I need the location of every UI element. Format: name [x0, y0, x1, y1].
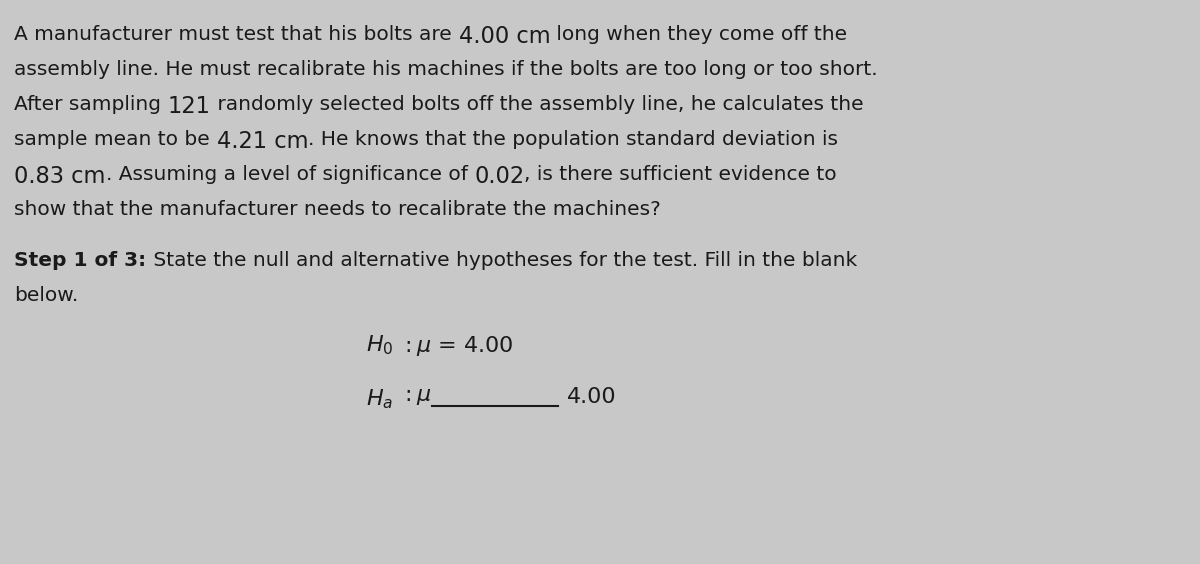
Text: below.: below. [14, 286, 79, 305]
Text: 0.83 cm: 0.83 cm [14, 165, 106, 188]
Text: sample mean to be: sample mean to be [14, 130, 216, 149]
Text: 121: 121 [168, 95, 211, 118]
Text: 4.21 cm: 4.21 cm [216, 130, 308, 153]
Text: , is there sufficient evidence to: , is there sufficient evidence to [524, 165, 836, 184]
Text: Step 1 of 3:: Step 1 of 3: [14, 251, 146, 270]
Text: . He knows that the population standard deviation is: . He knows that the population standard … [308, 130, 838, 149]
Text: $H_0$: $H_0$ [366, 334, 394, 358]
Text: $:\mu$ = 4.00: $:\mu$ = 4.00 [394, 334, 514, 358]
Text: . Assuming a level of significance of: . Assuming a level of significance of [106, 165, 474, 184]
Text: 4.00: 4.00 [568, 387, 617, 407]
Text: randomly selected bolts off the assembly line, he calculates the: randomly selected bolts off the assembly… [211, 95, 864, 114]
Text: long when they come off the: long when they come off the [550, 25, 847, 45]
Text: show that the manufacturer needs to recalibrate the machines?: show that the manufacturer needs to reca… [14, 200, 661, 219]
Text: 4.00 cm: 4.00 cm [458, 25, 550, 49]
Text: A manufacturer must test that his bolts are: A manufacturer must test that his bolts … [14, 25, 458, 45]
Text: State the null and alternative hypotheses for the test. Fill in the blank: State the null and alternative hypothese… [146, 251, 857, 270]
Text: 0.02: 0.02 [474, 165, 524, 188]
Text: After sampling: After sampling [14, 95, 168, 114]
Text: $:\mu$: $:\mu$ [394, 387, 432, 407]
Text: assembly line. He must recalibrate his machines if the bolts are too long or too: assembly line. He must recalibrate his m… [14, 60, 878, 80]
Text: $H_a$: $H_a$ [366, 387, 394, 411]
